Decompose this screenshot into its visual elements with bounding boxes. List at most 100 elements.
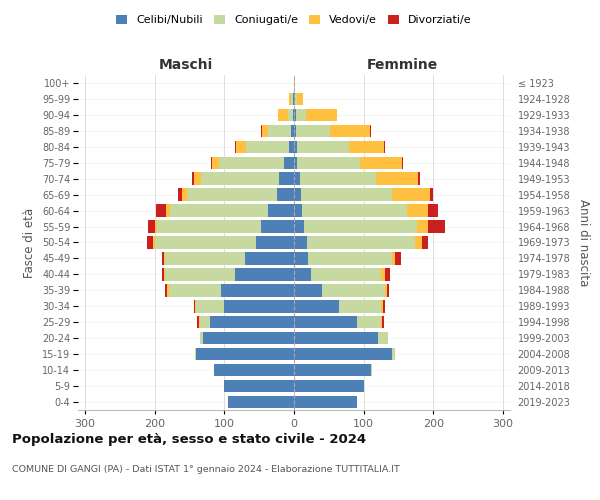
Bar (256, 236, 294, 248)
Bar (381, 316, 382, 328)
Bar (311, 268, 381, 280)
Bar (386, 284, 389, 296)
Bar (298, 92, 303, 105)
Bar (236, 140, 246, 153)
Bar (301, 188, 392, 201)
Bar (294, 252, 308, 264)
Bar (291, 124, 294, 137)
Bar (196, 348, 294, 360)
Bar (329, 124, 370, 137)
Bar (418, 220, 428, 233)
Bar (164, 268, 165, 280)
Bar (294, 140, 298, 153)
Bar (284, 156, 294, 169)
Bar (360, 156, 402, 169)
Bar (260, 124, 262, 137)
Bar (407, 204, 428, 217)
Bar (349, 140, 384, 153)
Bar (278, 108, 288, 121)
Bar (211, 156, 212, 169)
Bar (203, 332, 294, 344)
Bar (294, 332, 377, 344)
Bar (298, 156, 360, 169)
Bar (165, 268, 235, 280)
Bar (392, 188, 430, 201)
Y-axis label: Fasce di età: Fasce di età (23, 208, 37, 278)
Bar (294, 300, 339, 312)
Bar (197, 316, 199, 328)
Bar (299, 172, 376, 185)
Bar (187, 188, 277, 201)
Bar (194, 300, 195, 312)
Bar (147, 236, 152, 248)
Bar (165, 284, 167, 296)
Bar (383, 300, 385, 312)
Bar (155, 220, 157, 233)
Bar (194, 172, 200, 185)
Text: Femmine: Femmine (367, 58, 437, 72)
Bar (200, 332, 203, 344)
Bar (385, 268, 390, 280)
Bar (288, 108, 293, 121)
Bar (170, 204, 268, 217)
Bar (262, 124, 268, 137)
Text: Maschi: Maschi (159, 58, 213, 72)
Bar (148, 220, 155, 233)
Bar (381, 268, 385, 280)
Bar (211, 316, 294, 328)
Bar (212, 156, 220, 169)
Bar (294, 364, 371, 376)
Bar (166, 204, 170, 217)
Bar (294, 284, 322, 296)
Bar (246, 140, 289, 153)
Bar (402, 156, 403, 169)
Bar (294, 268, 311, 280)
Bar (278, 172, 294, 185)
Bar (182, 188, 187, 201)
Text: COMUNE DI GANGI (PA) - Dati ISTAT 1° gennaio 2024 - Elaborazione TUTTITALIA.IT: COMUNE DI GANGI (PA) - Dati ISTAT 1° gen… (12, 465, 400, 474)
Bar (178, 188, 182, 201)
Bar (165, 252, 245, 264)
Bar (277, 188, 294, 201)
Bar (304, 220, 418, 233)
Bar (428, 220, 445, 233)
Bar (220, 156, 284, 169)
Bar (152, 236, 155, 248)
Bar (385, 284, 386, 296)
Bar (294, 92, 295, 105)
Bar (235, 268, 294, 280)
Bar (289, 140, 294, 153)
Bar (224, 380, 294, 392)
Bar (169, 284, 221, 296)
Bar (384, 140, 385, 153)
Bar (296, 108, 306, 121)
Bar (298, 140, 349, 153)
Bar (195, 300, 196, 312)
Bar (422, 236, 428, 248)
Bar (156, 204, 166, 217)
Bar (428, 204, 438, 217)
Bar (268, 204, 294, 217)
Bar (377, 332, 388, 344)
Bar (294, 204, 302, 217)
Bar (293, 108, 294, 121)
Bar (392, 252, 395, 264)
Bar (293, 92, 294, 105)
Bar (245, 252, 294, 264)
Bar (228, 396, 294, 408)
Bar (196, 300, 224, 312)
Bar (167, 284, 169, 296)
Bar (357, 316, 381, 328)
Bar (395, 252, 401, 264)
Bar (430, 188, 433, 201)
Bar (294, 188, 301, 201)
Bar (294, 380, 364, 392)
Bar (339, 300, 381, 312)
Bar (294, 396, 357, 408)
Bar (199, 316, 200, 328)
Bar (294, 156, 298, 169)
Bar (370, 124, 371, 137)
Bar (224, 300, 294, 312)
Bar (294, 108, 296, 121)
Bar (376, 172, 418, 185)
